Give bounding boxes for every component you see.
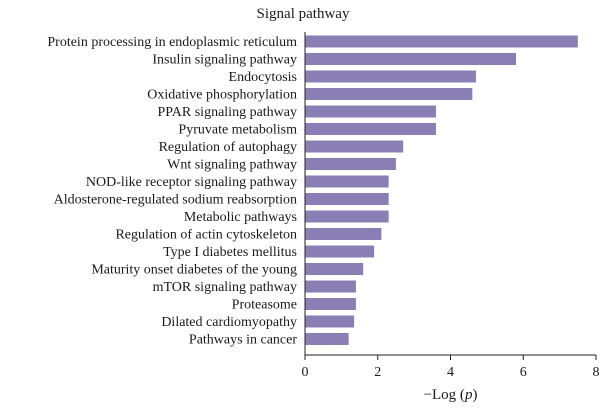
x-tick-label: 0 [302,365,309,380]
bar [305,263,364,275]
category-label: Wnt signaling pathway [167,158,297,173]
bar [305,210,389,223]
bar [305,280,356,293]
category-label: Proteasome [232,298,297,313]
category-label: Pyruvate metabolism [178,123,297,138]
bar [305,315,355,328]
category-label: Protein processing in endoplasmic reticu… [47,35,297,50]
category-label: Dilated cardiomyopathy [161,315,297,330]
category-labels: Protein processing in endoplasmic reticu… [47,35,297,348]
bar [305,35,578,48]
category-label: Metabolic pathways [184,210,297,225]
bar [305,228,382,240]
x-tick-label: 6 [520,365,527,380]
bar [305,298,356,310]
x-axis-ticks: 0 2 4 6 8 [302,355,600,380]
x-tick-label: 4 [447,365,454,380]
bar [305,123,436,135]
category-label: Regulation of actin cytoskeleton [115,228,297,243]
category-label: Maturity onset diabetes of the young [91,263,297,278]
bar [305,53,516,65]
category-label: Oxidative phosphorylation [147,88,297,103]
bar [305,245,375,258]
category-label: Aldosterone-regulated sodium reabsorptio… [54,193,297,208]
category-label: Endocytosis [229,70,297,85]
category-label: Insulin signaling pathway [152,53,297,68]
x-axis-label: −Log (p) [424,387,478,403]
bar [305,175,389,188]
x-tick-label: 8 [593,365,600,380]
bars [305,35,578,345]
category-label: Pathways in cancer [189,333,297,348]
bar [305,333,349,345]
bar [305,158,396,170]
chart-title: Signal pathway [257,6,350,22]
category-label: PPAR signaling pathway [158,105,298,120]
x-tick-label: 2 [374,365,381,380]
category-label: mTOR signaling pathway [153,280,297,295]
bar [305,88,473,100]
bar [305,105,436,118]
category-label: Type I diabetes mellitus [163,245,297,260]
bar [305,140,404,153]
bar [305,70,476,83]
bar [305,193,389,205]
category-label: NOD-like receptor signaling pathway [86,175,297,190]
category-label: Regulation of autophagy [159,140,297,155]
